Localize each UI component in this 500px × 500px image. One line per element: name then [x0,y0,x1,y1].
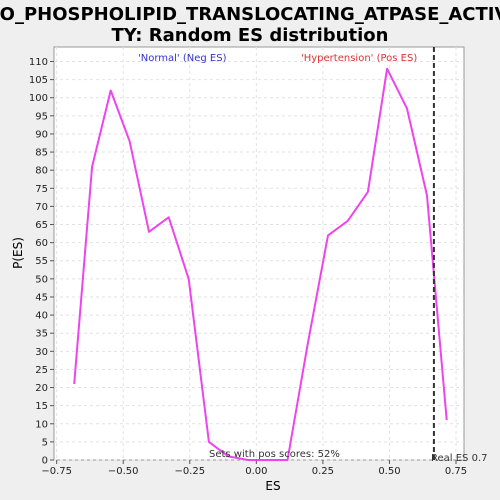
chart-title-line1: GO_PHOSPHOLIPID_TRANSLOCATING_ATPASE_ACT… [0,4,500,25]
sets-with-pos-scores: Sets with pos scores: 52% [209,449,340,460]
y-tick-label: 95 [35,111,48,122]
y-tick-label: 25 [35,365,48,376]
y-tick-label: 65 [35,220,48,231]
y-axis-label: P(ES) [11,237,25,269]
x-tick-label: 0.50 [378,466,400,477]
grid [54,47,464,461]
y-tick-label: 70 [35,202,48,213]
neg-es-label: 'Normal' (Neg ES) [138,53,227,64]
series-layer [73,67,448,461]
y-tick-label: 100 [29,93,48,104]
y-tick-label: 20 [35,383,48,394]
x-axis-label: ES [265,479,280,493]
y-tick-label: 80 [35,166,48,177]
y-tick-label: 85 [35,148,48,159]
series-line [73,67,448,461]
pos-es-label: 'Hypertension' (Pos ES) [301,53,417,64]
y-tick-label: 40 [35,311,48,322]
y-tick-label: 10 [35,419,48,430]
y-tick-label: 5 [42,437,48,448]
y-tick-label: 55 [35,256,48,267]
y-tick-label: 35 [35,329,48,340]
real-es-label: Real ES 0.7 [431,453,487,464]
y-tick-label: 105 [29,75,48,86]
y-tick-label: 15 [35,401,48,412]
y-tick-label: 45 [35,292,48,303]
chart-title-line2: TY: Random ES distribution [112,25,389,46]
y-tick-label: 50 [35,274,48,285]
x-tick-label: 0.00 [245,466,267,477]
x-tick-label: −0.75 [41,466,72,477]
y-tick-label: 60 [35,238,48,249]
y-tick-label: 30 [35,347,48,358]
y-tick-label: 75 [35,184,48,195]
y-tick-label: 0 [42,456,48,467]
y-tick-label: 90 [35,129,48,140]
x-tick-label: −0.25 [174,466,205,477]
x-axis: −0.75 −0.50 −0.25 0.00 0.25 0.50 0.75 [41,460,467,477]
x-tick-label: 0.25 [312,466,334,477]
y-axis: 0 5 10 15 20 25 30 35 40 45 50 55 60 65 70 75 80 85 90 95 10… [29,57,54,467]
x-tick-label: 0.75 [445,466,467,477]
plot-area [53,46,465,461]
y-tick-label: 110 [29,57,48,68]
x-tick-label: −0.50 [108,466,139,477]
